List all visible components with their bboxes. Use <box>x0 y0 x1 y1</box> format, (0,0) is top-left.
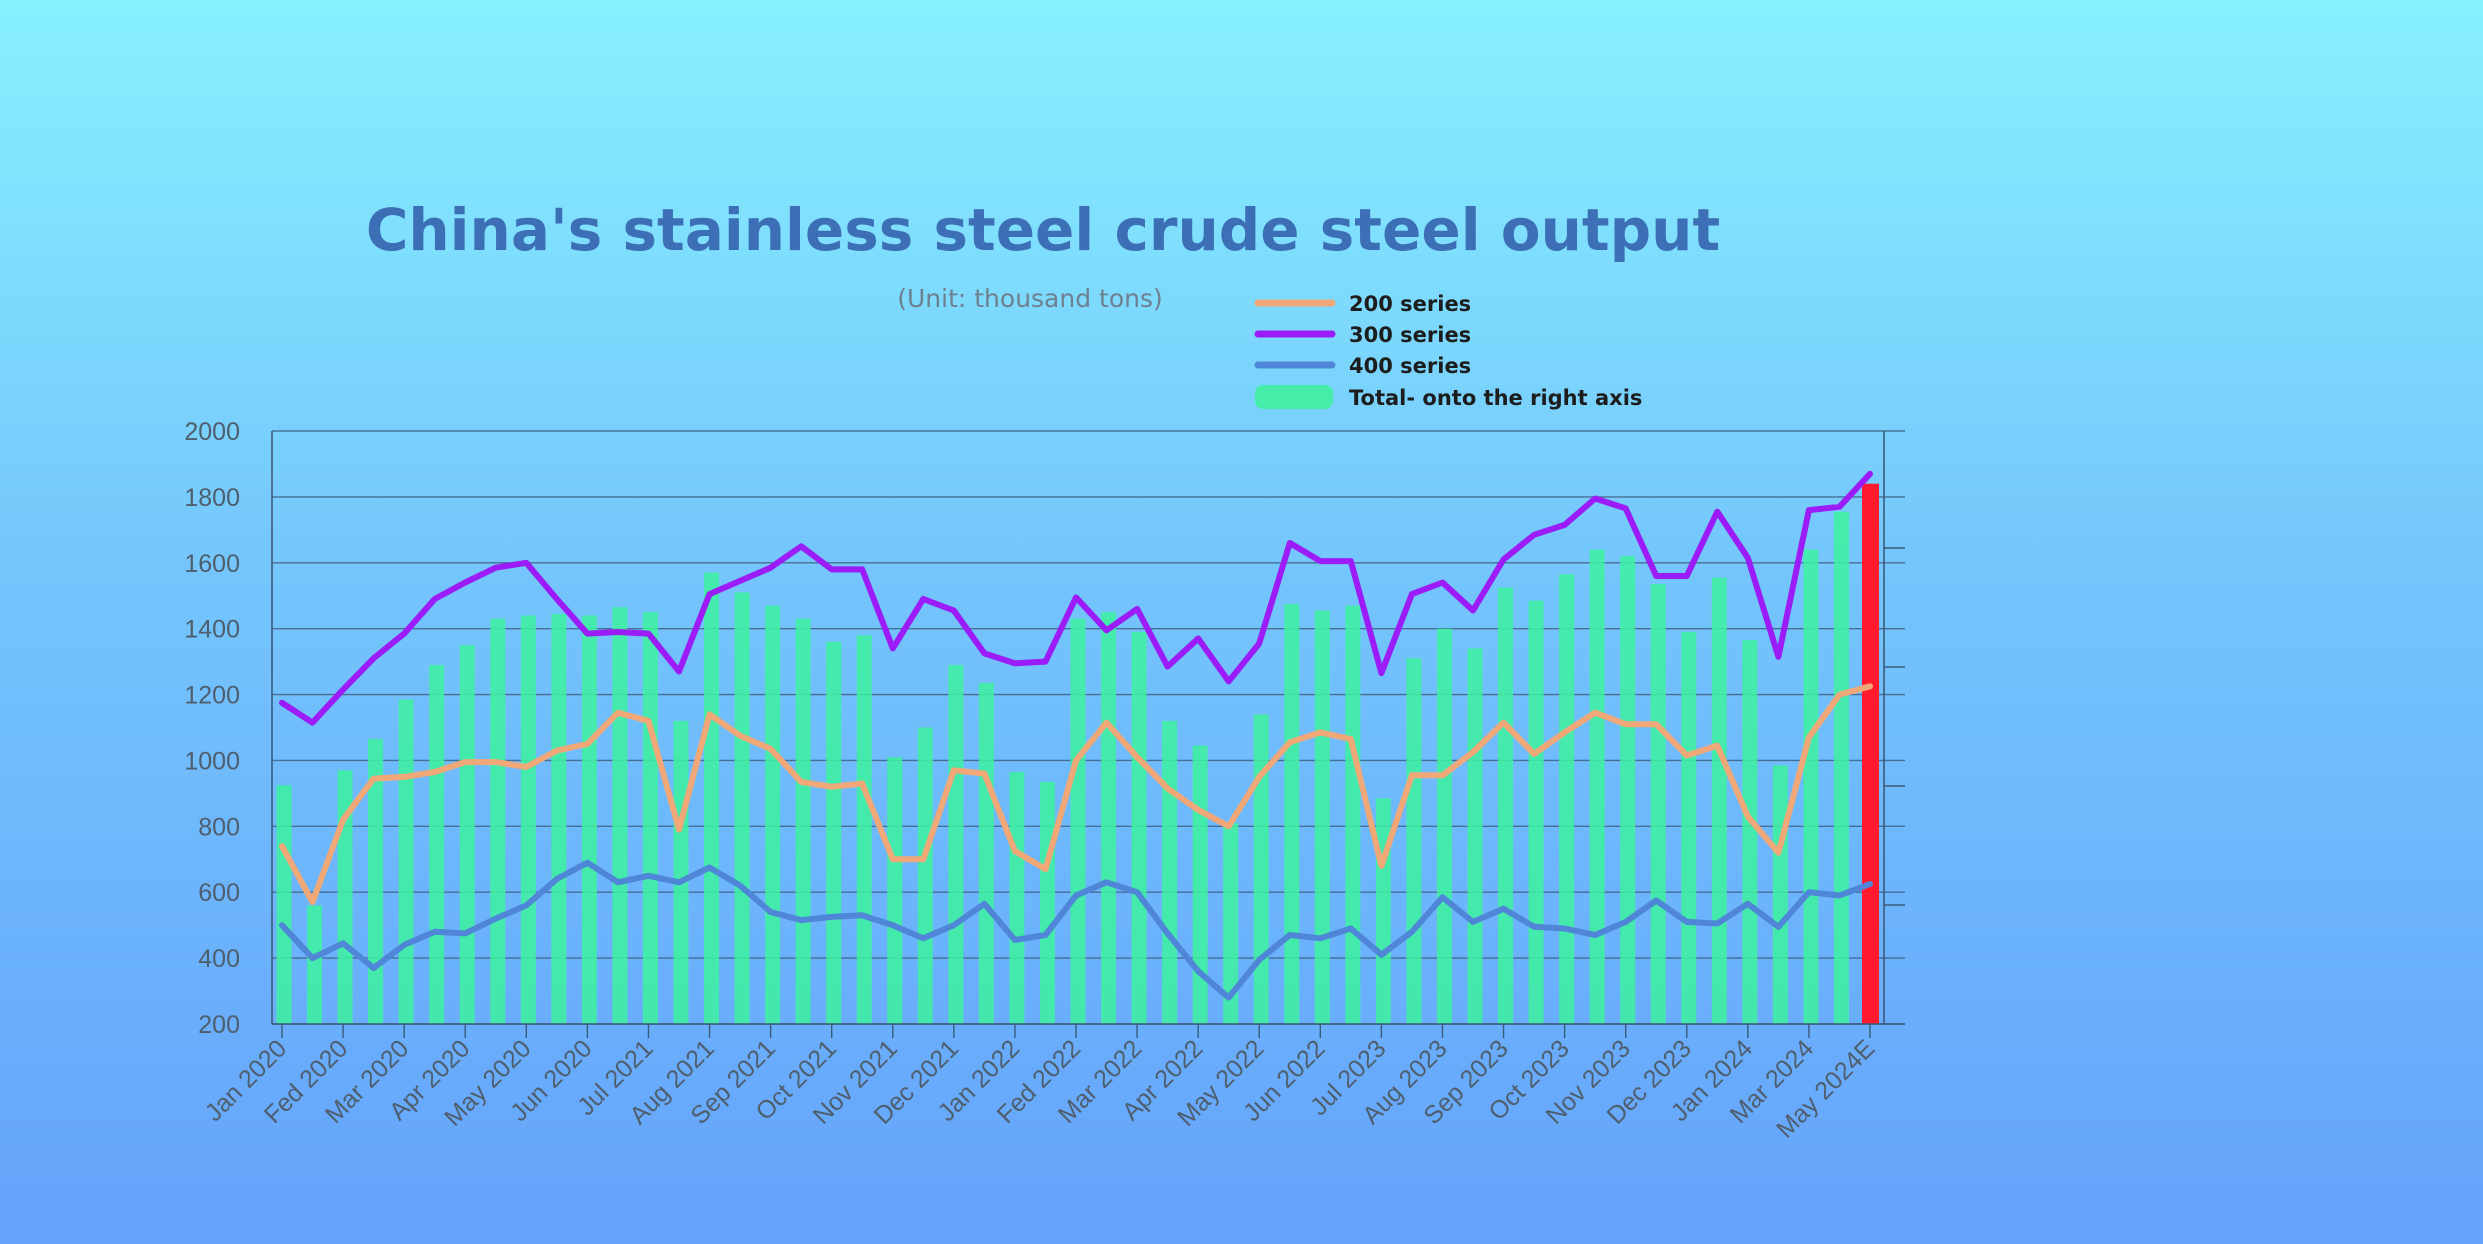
total-bar <box>704 572 720 1024</box>
total-bar <box>1559 574 1575 1024</box>
total-bar <box>1436 628 1452 1024</box>
series-200-line <box>279 683 1873 906</box>
total-bar <box>887 757 903 1024</box>
y-tick-label: 1400 <box>184 616 240 644</box>
total-bar <box>1589 549 1605 1024</box>
total-bar <box>612 607 628 1024</box>
legend-200-series: 200 series <box>1254 292 1471 316</box>
y-tick-label: 600 <box>198 879 240 907</box>
y-tick-label: 400 <box>198 945 240 973</box>
total-bar <box>1711 577 1727 1024</box>
legend-label: 300 series <box>1349 323 1471 347</box>
total-bar <box>1620 556 1636 1024</box>
total-bar <box>490 618 506 1024</box>
total-bar <box>673 720 689 1024</box>
y-tick-label: 200 <box>198 1011 240 1039</box>
total-bar <box>948 664 964 1024</box>
y-tick-label: 1800 <box>184 484 240 512</box>
legend-label: 200 series <box>1349 292 1471 316</box>
total-bar <box>337 770 353 1024</box>
total-bar <box>642 612 658 1024</box>
total-bars <box>276 511 1849 1025</box>
total-bar <box>856 635 872 1024</box>
total-bar <box>1223 823 1239 1024</box>
total-bar <box>276 785 292 1024</box>
total-bar <box>1009 771 1025 1024</box>
total-bar <box>459 645 475 1024</box>
total-bar <box>1528 600 1544 1024</box>
legend: 200 series 300 series 400 series Total- ont… <box>1254 292 1642 410</box>
total-bar <box>765 605 781 1024</box>
total-bar <box>1681 631 1697 1024</box>
total-bar <box>734 592 750 1024</box>
total-bar <box>429 664 445 1024</box>
total-bar <box>1498 587 1514 1024</box>
total-bar <box>1772 765 1788 1024</box>
legend-300-series: 300 series <box>1254 323 1471 347</box>
total-bar <box>1406 658 1422 1024</box>
legend-label: Total- onto the right axis <box>1349 386 1642 410</box>
y-tick-label: 2000 <box>184 418 240 446</box>
total-bar <box>1467 648 1483 1024</box>
series-lines <box>279 470 1873 1001</box>
total-bar <box>795 618 811 1024</box>
total-bar <box>1803 549 1819 1024</box>
total-bar <box>917 727 933 1024</box>
total-bar <box>1039 781 1055 1024</box>
y-axis-ticks: 2000 1800 1600 1400 1200 1000 800 600 400 200 <box>184 418 240 1039</box>
total-bar <box>1650 584 1666 1024</box>
y-tick-label: 1000 <box>184 747 240 775</box>
total-bar <box>826 641 842 1024</box>
total-bar <box>307 905 323 1024</box>
axes <box>271 431 1905 1025</box>
legend-400-series: 400 series <box>1254 354 1471 378</box>
total-bar <box>520 615 536 1024</box>
y-tick-label: 800 <box>198 813 240 841</box>
total-bar <box>1742 640 1758 1024</box>
chart-title: China's stainless steel crude steel outp… <box>366 196 1720 264</box>
series-400-line <box>279 859 1873 1001</box>
total-bar <box>1284 603 1300 1024</box>
y-tick-label: 1600 <box>184 550 240 578</box>
legend-label: 400 series <box>1349 354 1471 378</box>
total-bar <box>1131 631 1147 1024</box>
total-bar <box>1192 745 1208 1024</box>
legend-total: Total- onto the right axis <box>1255 385 1642 410</box>
total-bar <box>368 739 384 1024</box>
total-bar <box>1070 618 1086 1024</box>
series-300-line <box>279 470 1873 726</box>
y-tick-label: 1200 <box>184 682 240 710</box>
chart-subtitle: (Unit: thousand tons) <box>897 284 1163 313</box>
total-bar <box>1345 605 1361 1024</box>
total-bar <box>581 615 597 1024</box>
total-bar <box>1833 511 1849 1025</box>
total-bar-highlight <box>1862 483 1879 1024</box>
total-bar <box>1162 720 1178 1024</box>
total-bar <box>1314 610 1330 1024</box>
total-bar <box>1253 714 1269 1024</box>
total-bar <box>978 683 994 1024</box>
highlight-group <box>1862 483 1879 1024</box>
total-bar <box>1375 798 1391 1024</box>
total-bar <box>1101 612 1117 1024</box>
total-bar <box>398 699 414 1024</box>
legend-swatch <box>1255 385 1333 409</box>
total-bar <box>551 613 567 1024</box>
